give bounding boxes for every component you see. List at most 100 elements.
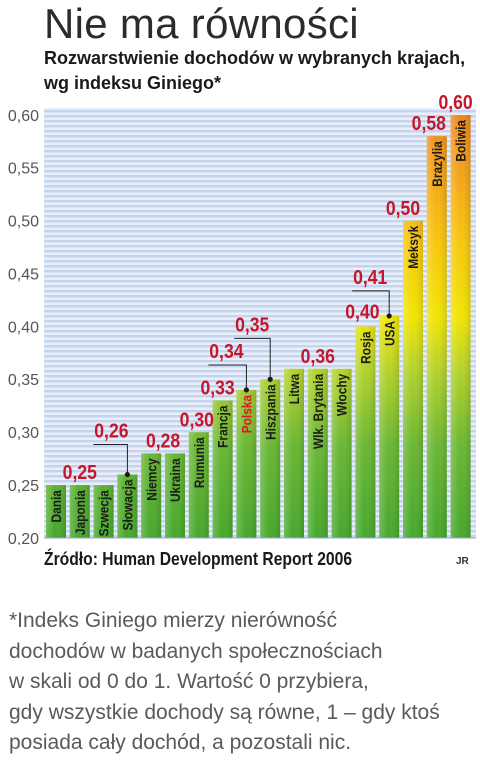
leader-line (93, 444, 128, 475)
value-label: 0,60 (438, 91, 472, 113)
chart-title: Nie ma równości (44, 0, 359, 47)
bar-group: Wlk. Brytania (307, 368, 328, 538)
bar-label: Szwecja (96, 489, 112, 536)
bar-shading (307, 368, 328, 538)
bar-shading (426, 136, 447, 538)
bar-label: Hiszpania (262, 384, 278, 440)
value-label: 0,26 (94, 420, 128, 442)
bar-label: Wlk. Brytania (310, 373, 326, 449)
bar-label: Ukraina (167, 458, 183, 502)
value-label: 0,40 (345, 300, 379, 322)
bar-group: Hiszpania (260, 379, 281, 538)
y-tick-label: 0,35 (8, 372, 39, 389)
bars: Dania Japonia Szwecja Słowacja Niemcy Ukraina… (46, 115, 471, 538)
bar-label: USA (381, 320, 397, 346)
bar-label: Meksyk (405, 225, 421, 269)
y-tick-label: 0,30 (8, 425, 39, 442)
chart-subtitle: Rozwarstwienie dochodów w wybranych kraj… (44, 46, 465, 96)
bar-shading (260, 379, 281, 538)
gini-bar-chart: 0,200,250,300,350,400,450,500,550,60Dani… (8, 91, 476, 545)
y-tick-label: 0,55 (8, 161, 39, 178)
bar-shading (403, 220, 423, 538)
subtitle-line: wg indeksu Giniego* (44, 73, 222, 93)
leader-dot (267, 376, 273, 382)
footnote-line: posiada cały dochód, a pozostali nic. (9, 731, 352, 754)
footnote-line: dochodów w badanych społecznościach (9, 639, 383, 663)
bar-label: Dania (48, 489, 64, 522)
bar-shading (331, 368, 352, 538)
y-tick-label: 0,45 (8, 266, 39, 283)
value-label: 0,41 (353, 266, 387, 288)
bar-group: Rosja (355, 326, 376, 538)
y-tick-label: 0,60 (8, 108, 39, 125)
value-label: 0,50 (386, 197, 420, 219)
bar-label: Japonia (72, 489, 88, 535)
leader-line (208, 364, 247, 390)
value-label: 0,25 (63, 461, 97, 483)
bar-label: Polska (239, 394, 255, 433)
footnote-line: *Indeks Giniego mierzy nierówność (9, 609, 337, 632)
bar-label: Słowacja (120, 479, 136, 531)
y-tick-label: 0,50 (8, 214, 39, 231)
bar-label: Brazylia (429, 140, 445, 186)
value-label: 0,36 (301, 345, 335, 367)
value-label: 0,33 (200, 376, 234, 398)
footnote-line: w skali od 0 do 1. Wartość 0 przybiera, (9, 670, 369, 693)
value-label: 0,30 (180, 408, 214, 430)
bar-group: Słowacja (117, 474, 138, 538)
leader-line (234, 337, 271, 380)
bar-shading (46, 485, 66, 538)
value-label: 0,35 (235, 313, 269, 335)
bar-group: Niemcy (141, 453, 162, 538)
leader-dot (124, 471, 130, 478)
y-tick-label: 0,25 (8, 478, 39, 495)
bar-group: Meksyk (403, 220, 423, 538)
bar-label: Litwa (286, 373, 302, 404)
bar-group: Rumunia (188, 432, 209, 538)
leader-dot (243, 387, 249, 393)
author-credit: JR (456, 556, 469, 567)
bar-label: Niemcy (143, 458, 159, 501)
bar-group: Boliwia (450, 115, 471, 538)
bar-label: Rosja (358, 331, 374, 364)
bar-group: Litwa (284, 368, 304, 538)
bar-group: Polska (236, 389, 257, 538)
value-label: 0,28 (146, 429, 180, 451)
bar-shading (236, 389, 257, 538)
leader-dot (386, 313, 392, 319)
bar-group: Ukraina (165, 453, 185, 538)
bar-shading (284, 368, 304, 538)
bar-shading (450, 115, 471, 538)
bar-group: Szwecja (93, 485, 114, 538)
source-note: Źródło: Human Development Report 2006 (44, 549, 353, 569)
bar-label: Francja (215, 405, 231, 448)
value-label: 0,34 (209, 340, 244, 362)
bar-group: USA (379, 315, 400, 538)
leader-line (352, 290, 390, 316)
bar-shading (69, 485, 90, 538)
bar-group: Francja (212, 400, 233, 538)
y-axis: 0,20 0,25 0,30 0,35 0,40 0,45 0,50 0,55 0,60 (8, 108, 39, 545)
bar-shading (212, 400, 233, 538)
bar-shading (379, 315, 400, 538)
bar-label: Rumunia (191, 437, 207, 489)
y-tick-label: 0,20 (8, 531, 39, 545)
y-tick-label: 0,40 (8, 319, 39, 336)
bar-label: Włochy (334, 373, 350, 416)
bar-shading (165, 453, 185, 538)
subtitle-line: Rozwarstwienie dochodów w wybranych kraj… (44, 48, 466, 68)
value-label: 0,58 (412, 112, 446, 134)
bar-label: Boliwia (453, 119, 469, 161)
bar-shading (93, 485, 114, 538)
bar-group: Japonia (69, 485, 90, 538)
bar-group: Włochy (331, 368, 352, 538)
value-labels: 0,25 0,26 0,280,30 0,33 0,34 0,35 0,36 0,40 0,41… (63, 91, 473, 483)
footnote-line: gdy wszystkie dochody są równe, 1 – gdy … (9, 700, 440, 724)
bar-shading (188, 432, 209, 538)
bar-shading (117, 474, 138, 538)
bar-group: Dania (46, 485, 66, 538)
bar-shading (141, 453, 162, 538)
bar-shading (355, 326, 376, 538)
footnote: *Indeks Giniego mierzy nierówność dochod… (9, 606, 440, 759)
bar-group: Brazylia (426, 136, 447, 538)
